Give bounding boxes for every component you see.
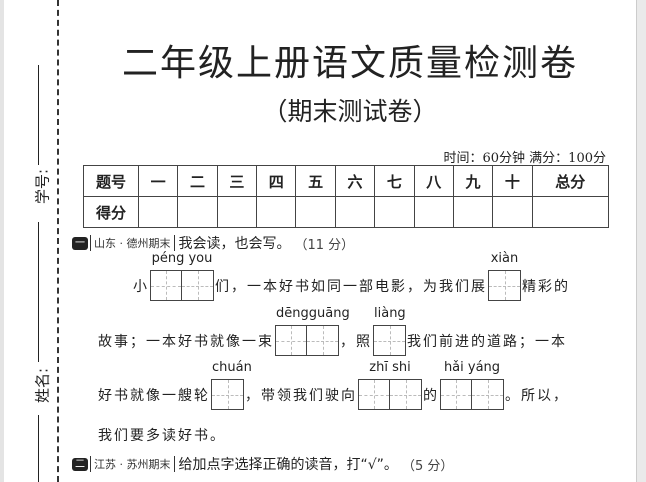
score-table-header-cell: 总分 [531, 165, 610, 197]
page-title: 二年级上册语文质量检测卷 [121, 43, 578, 84]
score-input-cell[interactable] [531, 196, 610, 228]
score-table-header-cell: 五 [295, 165, 336, 197]
score-input-cell[interactable] [452, 196, 494, 228]
pinyin: liàng [374, 306, 406, 321]
passage-text: 的 [423, 388, 439, 404]
section-points: （5 分） [401, 458, 454, 474]
score-input-cell[interactable] [492, 196, 533, 228]
score-row-label: 得分 [83, 196, 139, 228]
score-table-header-cell: 八 [413, 165, 454, 197]
passage-text: 我们前进的道路；一本 [407, 334, 567, 350]
id-write-line [38, 65, 39, 165]
answer-box[interactable]: péng you [150, 251, 214, 301]
passage-text: 。所以， [505, 388, 569, 404]
score-input-cell[interactable] [374, 196, 415, 228]
score-table-header-cell: 六 [334, 165, 376, 197]
passage-text: ，带领我们驶向 [245, 388, 357, 404]
pinyin: xiàn [490, 251, 519, 266]
passage-text: 故事；一本好书就像一束 [98, 334, 274, 350]
name-write-line [38, 415, 39, 482]
answer-box[interactable]: dēngguāng [275, 306, 350, 356]
passage-line-4: 我们要多读好书。 [98, 418, 226, 450]
section-points: （11 分） [294, 237, 355, 253]
score-input-cell[interactable] [216, 196, 258, 228]
score-table-header-cell: 九 [452, 165, 494, 197]
score-table: 题号一二三四五六七八九十总分 得分 [83, 165, 610, 228]
student-name-label: 姓名: [33, 367, 52, 404]
answer-box[interactable]: chuán [211, 360, 252, 410]
score-table-header-row: 题号一二三四五六七八九十总分 [83, 165, 610, 197]
score-input-cell[interactable] [256, 196, 297, 228]
section-source: 江苏 · 苏州期末 [90, 456, 175, 472]
passage-line-1: 小 péng you 们，一本好书如同一部电影，为我们展 xiàn 精彩的 [133, 251, 570, 301]
section-number-badge: 一 [72, 236, 88, 250]
score-input-cell[interactable] [177, 196, 218, 228]
score-table-header-cell: 七 [374, 165, 415, 197]
score-table-header-cell: 题号 [83, 165, 139, 197]
id-write-line-2 [38, 222, 39, 362]
section-source: 山东 · 德州期末 [90, 235, 175, 251]
page-edge-right [636, 0, 646, 482]
passage-text: 小 [133, 279, 149, 295]
binding-dashed-line [57, 0, 59, 482]
answer-box[interactable]: hǎi yáng [440, 360, 504, 410]
section-instruction: 我会读，也会写。 [178, 236, 291, 252]
pinyin: dēngguāng [276, 306, 350, 321]
answer-box[interactable]: zhī shi [358, 360, 422, 410]
section-1-header: 一 山东 · 德州期末 我会读，也会写。 （11 分） [72, 233, 354, 253]
score-table-score-row: 得分 [83, 196, 610, 228]
student-id-label: 学号: [33, 168, 52, 205]
answer-box[interactable]: liàng [373, 306, 406, 356]
answer-box[interactable]: xiàn [488, 251, 521, 301]
pinyin: chuán [212, 360, 252, 375]
pinyin: hǎi yáng [443, 360, 501, 375]
score-input-cell[interactable] [413, 196, 454, 228]
score-table-header-cell: 一 [137, 165, 179, 197]
pinyin: zhī shi [369, 360, 411, 375]
passage-line-3: 好书就像一艘轮 chuán ，带领我们驶向 zhī shi 的 hǎi yáng… [98, 360, 569, 410]
page-edge-left [0, 0, 4, 482]
passage-line-2: 故事；一本好书就像一束 dēngguāng ，照 liàng 我们前进的道路；一… [98, 306, 567, 356]
score-table-header-cell: 四 [256, 165, 297, 197]
score-input-cell[interactable] [334, 196, 376, 228]
section-2-header: 二 江苏 · 苏州期末 给加点字选择正确的读音，打“√”。 （5 分） [72, 454, 453, 474]
passage-text: 精彩的 [522, 279, 570, 295]
passage-text: ，照 [340, 334, 372, 350]
score-input-cell[interactable] [295, 196, 336, 228]
section-instruction: 给加点字选择正确的读音，打“√”。 [178, 457, 398, 473]
score-input-cell[interactable] [137, 196, 179, 228]
passage-text: 我们要多读好书。 [98, 428, 226, 444]
score-table-header-cell: 三 [216, 165, 258, 197]
time-info: 时间：60分钟 满分：100分 [443, 151, 607, 166]
passage-text: 好书就像一艘轮 [98, 388, 210, 404]
pinyin: péng you [151, 251, 213, 266]
score-table-header-cell: 十 [492, 165, 533, 197]
page-subtitle: （期末测试卷） [262, 97, 438, 126]
score-table-header-cell: 二 [177, 165, 218, 197]
passage-text: 们，一本好书如同一部电影，为我们展 [215, 279, 487, 295]
section-number-badge: 二 [72, 457, 88, 471]
